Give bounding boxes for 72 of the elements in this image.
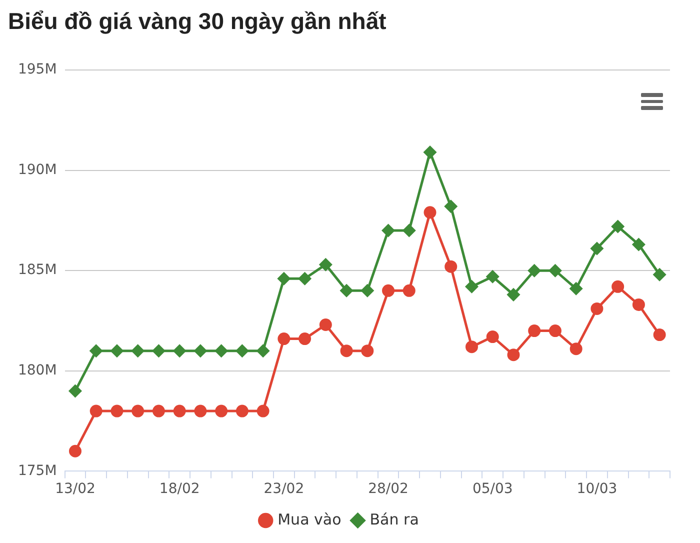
point: [444, 260, 458, 273]
point: [256, 344, 270, 358]
point: [444, 200, 458, 213]
point: [319, 258, 332, 271]
point: [340, 284, 353, 297]
point: [653, 328, 666, 342]
point: [132, 404, 144, 418]
point: [90, 344, 102, 358]
legend-label: Mua vào: [278, 510, 342, 528]
point: [528, 264, 541, 277]
point: [382, 284, 395, 297]
y-tick-label: 195M: [18, 62, 57, 78]
point: [424, 206, 436, 219]
point: [402, 284, 416, 297]
point: [68, 444, 82, 458]
point: [548, 324, 562, 338]
point: [236, 404, 248, 418]
x-tick-label: 18/02: [159, 481, 200, 498]
point: [298, 272, 312, 285]
point: [68, 384, 82, 398]
point: [528, 324, 541, 338]
point: [632, 238, 645, 251]
point: [507, 348, 520, 362]
point: [486, 270, 499, 283]
point: [298, 332, 312, 346]
point: [361, 344, 374, 358]
point: [632, 298, 645, 311]
point: [278, 272, 290, 285]
x-tick-label: 13/02: [55, 481, 96, 498]
y-tick-label: 190M: [18, 162, 57, 178]
point: [486, 330, 499, 344]
point: [110, 344, 124, 358]
point: [570, 282, 582, 295]
point: [194, 344, 207, 358]
point: [382, 224, 395, 237]
point: [90, 404, 102, 418]
chart-title: Biểu đồ giá vàng 30 ngày gần nhất: [8, 8, 386, 35]
point: [152, 404, 165, 418]
point: [590, 302, 604, 315]
y-tick-label: 175M: [18, 462, 57, 479]
point: [465, 280, 478, 293]
point: [465, 340, 478, 354]
x-tick-label: 23/02: [264, 481, 304, 498]
point: [507, 288, 520, 301]
y-tick-label: 180M: [18, 362, 57, 379]
point: [612, 280, 624, 293]
point: [653, 268, 666, 281]
point: [215, 344, 228, 358]
point: [256, 404, 270, 418]
point: [236, 344, 248, 358]
point: [319, 318, 332, 332]
point: [110, 404, 124, 418]
point: [152, 344, 165, 358]
point: [173, 404, 186, 418]
x-tick-label: 28/02: [368, 481, 408, 498]
point: [570, 342, 582, 356]
point: [402, 224, 416, 237]
y-tick-label: 185M: [18, 262, 57, 278]
x-tick-label: 05/03: [472, 481, 513, 498]
point: [132, 344, 144, 358]
point: [215, 404, 228, 418]
point: [424, 146, 436, 158]
x-tick-label: 10/03: [576, 481, 618, 498]
legend-label: Bán ra: [370, 510, 419, 528]
point: [278, 332, 290, 346]
point: [361, 284, 374, 297]
point: [590, 242, 604, 255]
point: [173, 344, 186, 358]
point: [548, 264, 562, 277]
point: [194, 404, 207, 418]
point: [612, 220, 624, 233]
point: [340, 344, 353, 358]
